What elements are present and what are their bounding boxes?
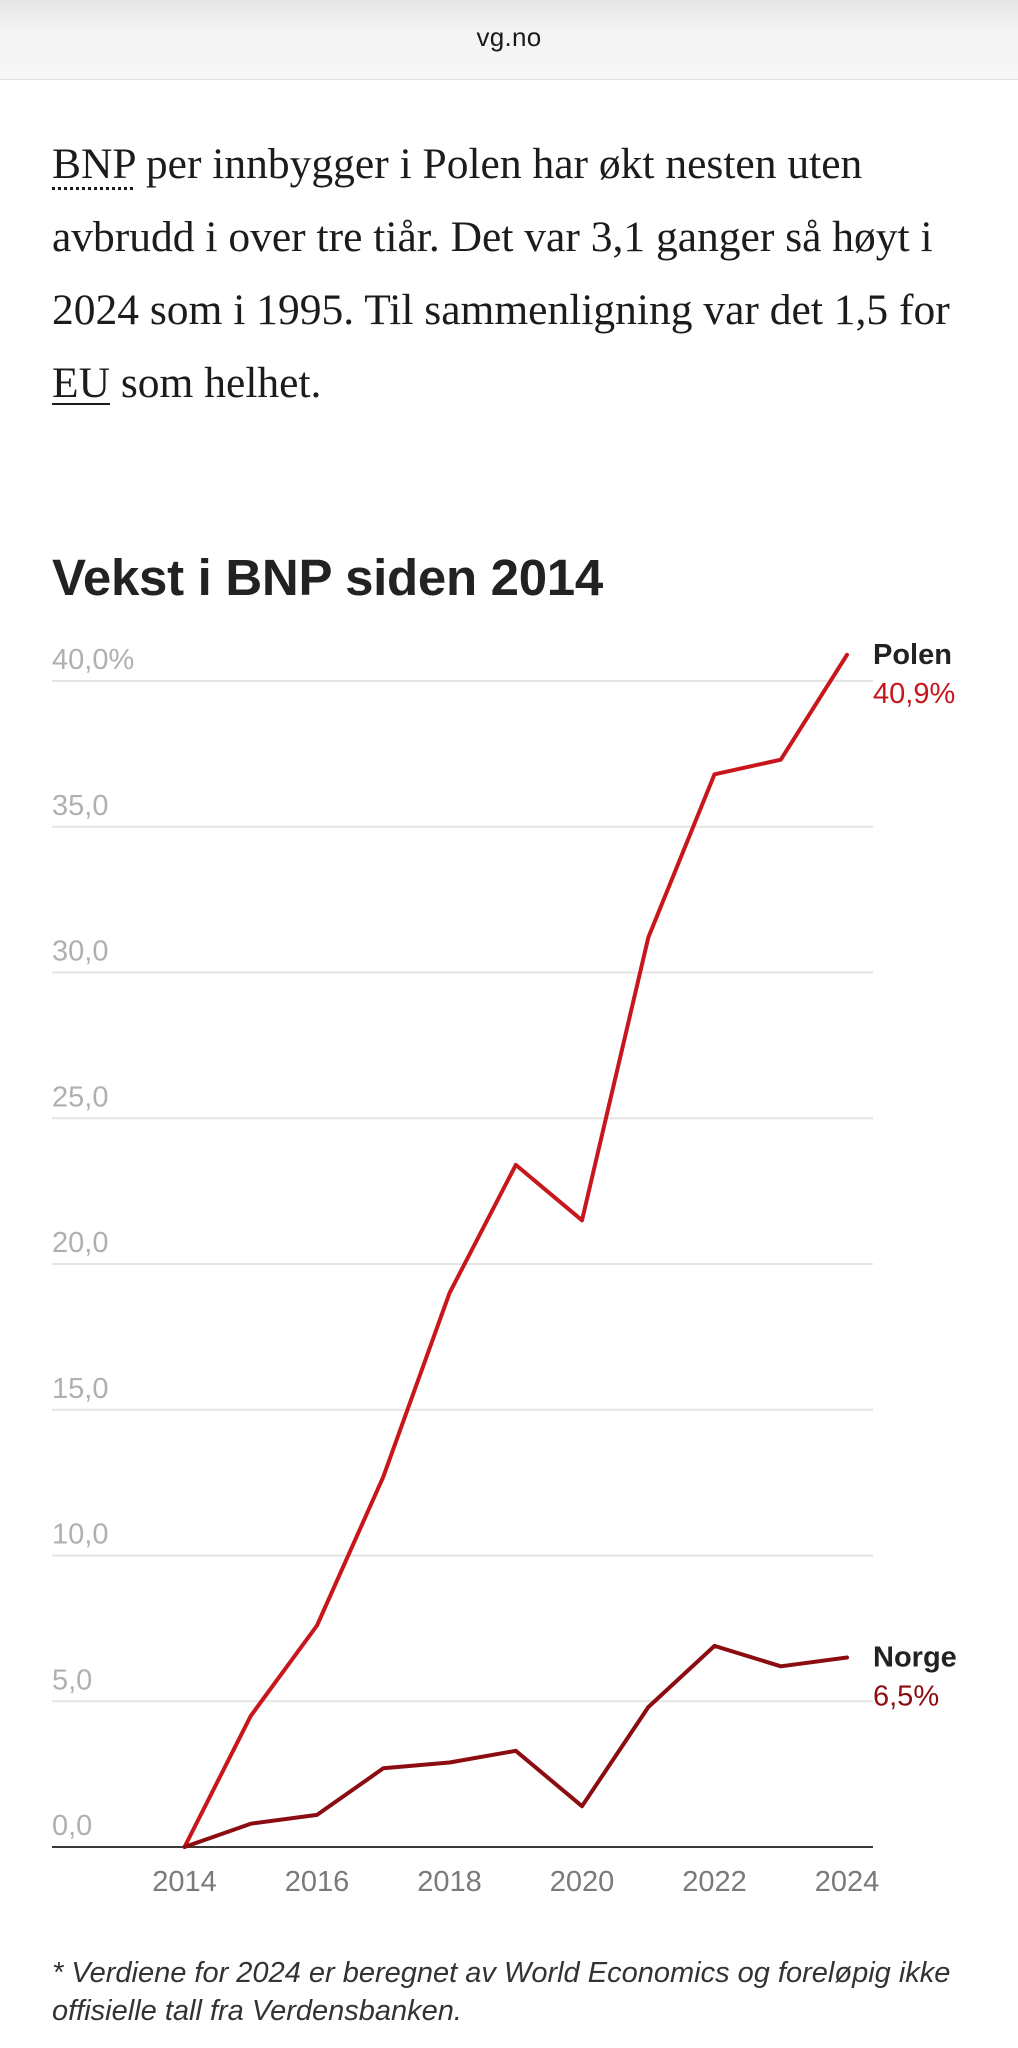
gdp-growth-chart: 0,0 5,0 10,0 15,0 20,0 25,0 30,0 35,0 40,0% 2014 2… bbox=[52, 639, 957, 1898]
x-tick-label: 2014 bbox=[152, 1866, 217, 1898]
series-line-polen bbox=[182, 652, 849, 1849]
series-label-polen: Polen bbox=[873, 639, 952, 671]
series-label-norge: Norge bbox=[873, 1642, 957, 1674]
series-value-norge: 6,5% bbox=[873, 1681, 939, 1713]
abbr-bnp[interactable]: BNP bbox=[52, 140, 136, 188]
x-tick-label: 2022 bbox=[682, 1866, 747, 1898]
intro-text-2: som helhet. bbox=[110, 359, 322, 407]
chart-title: Vekst i BNP siden 2014 bbox=[52, 549, 603, 606]
y-tick-label: 0,0 bbox=[52, 1810, 92, 1842]
y-tick-label: 35,0 bbox=[52, 790, 108, 822]
x-tick-label: 2016 bbox=[285, 1866, 350, 1898]
y-tick-label: 5,0 bbox=[52, 1664, 92, 1696]
y-tick-label: 30,0 bbox=[52, 936, 108, 968]
series-line-norge bbox=[182, 1643, 849, 1849]
intro-text-1: per innbygger i Polen har økt nesten ute… bbox=[52, 140, 950, 334]
y-tick-label: 20,0 bbox=[52, 1227, 108, 1259]
x-tick-label: 2024 bbox=[815, 1866, 880, 1898]
y-tick-label: 25,0 bbox=[52, 1081, 108, 1113]
x-tick-label: 2018 bbox=[417, 1866, 482, 1898]
url-text[interactable]: vg.no bbox=[476, 22, 542, 52]
y-tick-label: 40,0% bbox=[52, 644, 134, 676]
y-tick-label: 15,0 bbox=[52, 1373, 108, 1405]
intro-paragraph: BNP per innbygger i Polen har økt nesten… bbox=[52, 128, 982, 420]
browser-url-bar[interactable]: vg.no bbox=[0, 0, 1018, 80]
footnote: * Verdiene for 2024 er beregnet av World… bbox=[52, 1957, 951, 2027]
series-value-polen: 40,9% bbox=[873, 678, 955, 710]
x-tick-label: 2020 bbox=[550, 1866, 615, 1898]
y-tick-label: 10,0 bbox=[52, 1519, 108, 1551]
abbr-eu[interactable]: EU bbox=[52, 359, 110, 407]
